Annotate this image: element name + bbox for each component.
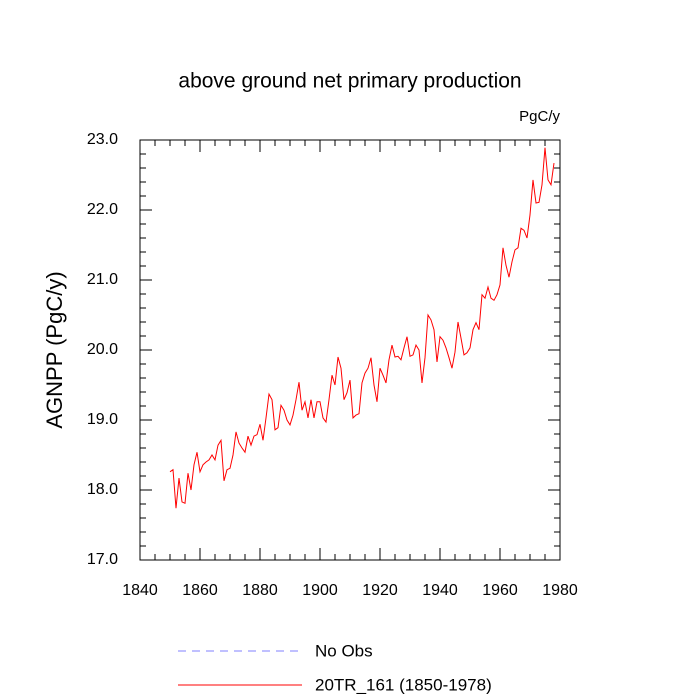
- data-line: [169, 147, 555, 509]
- x-tick-label: 1900: [302, 582, 338, 599]
- plot-frame: [139, 139, 561, 561]
- y-tick-label: 18.0: [87, 481, 118, 498]
- y-tick-label: 22.0: [87, 201, 118, 218]
- x-tick-label: 1960: [482, 582, 518, 599]
- chart-title: above ground net primary production: [178, 70, 521, 93]
- y-axis-label: AGNPP (PgC/y): [42, 271, 67, 428]
- x-tick-label: 1840: [122, 582, 158, 599]
- x-tick-label: 1940: [422, 582, 458, 599]
- y-tick-label: 23.0: [87, 131, 118, 148]
- x-tick-label: 1980: [542, 582, 578, 599]
- y-tick-label: 19.0: [87, 411, 118, 428]
- y-tick-label: 21.0: [87, 271, 118, 288]
- legend-label: 20TR_161 (1850-1978): [315, 675, 492, 694]
- x-tick-label: 1920: [362, 582, 398, 599]
- legend-label: No Obs: [315, 641, 373, 660]
- y-tick-label: 20.0: [87, 341, 118, 358]
- x-tick-label: 1860: [182, 582, 218, 599]
- units-label: PgC/y: [519, 108, 560, 125]
- y-tick-label: 17.0: [87, 551, 118, 568]
- x-tick-label: 1880: [242, 582, 278, 599]
